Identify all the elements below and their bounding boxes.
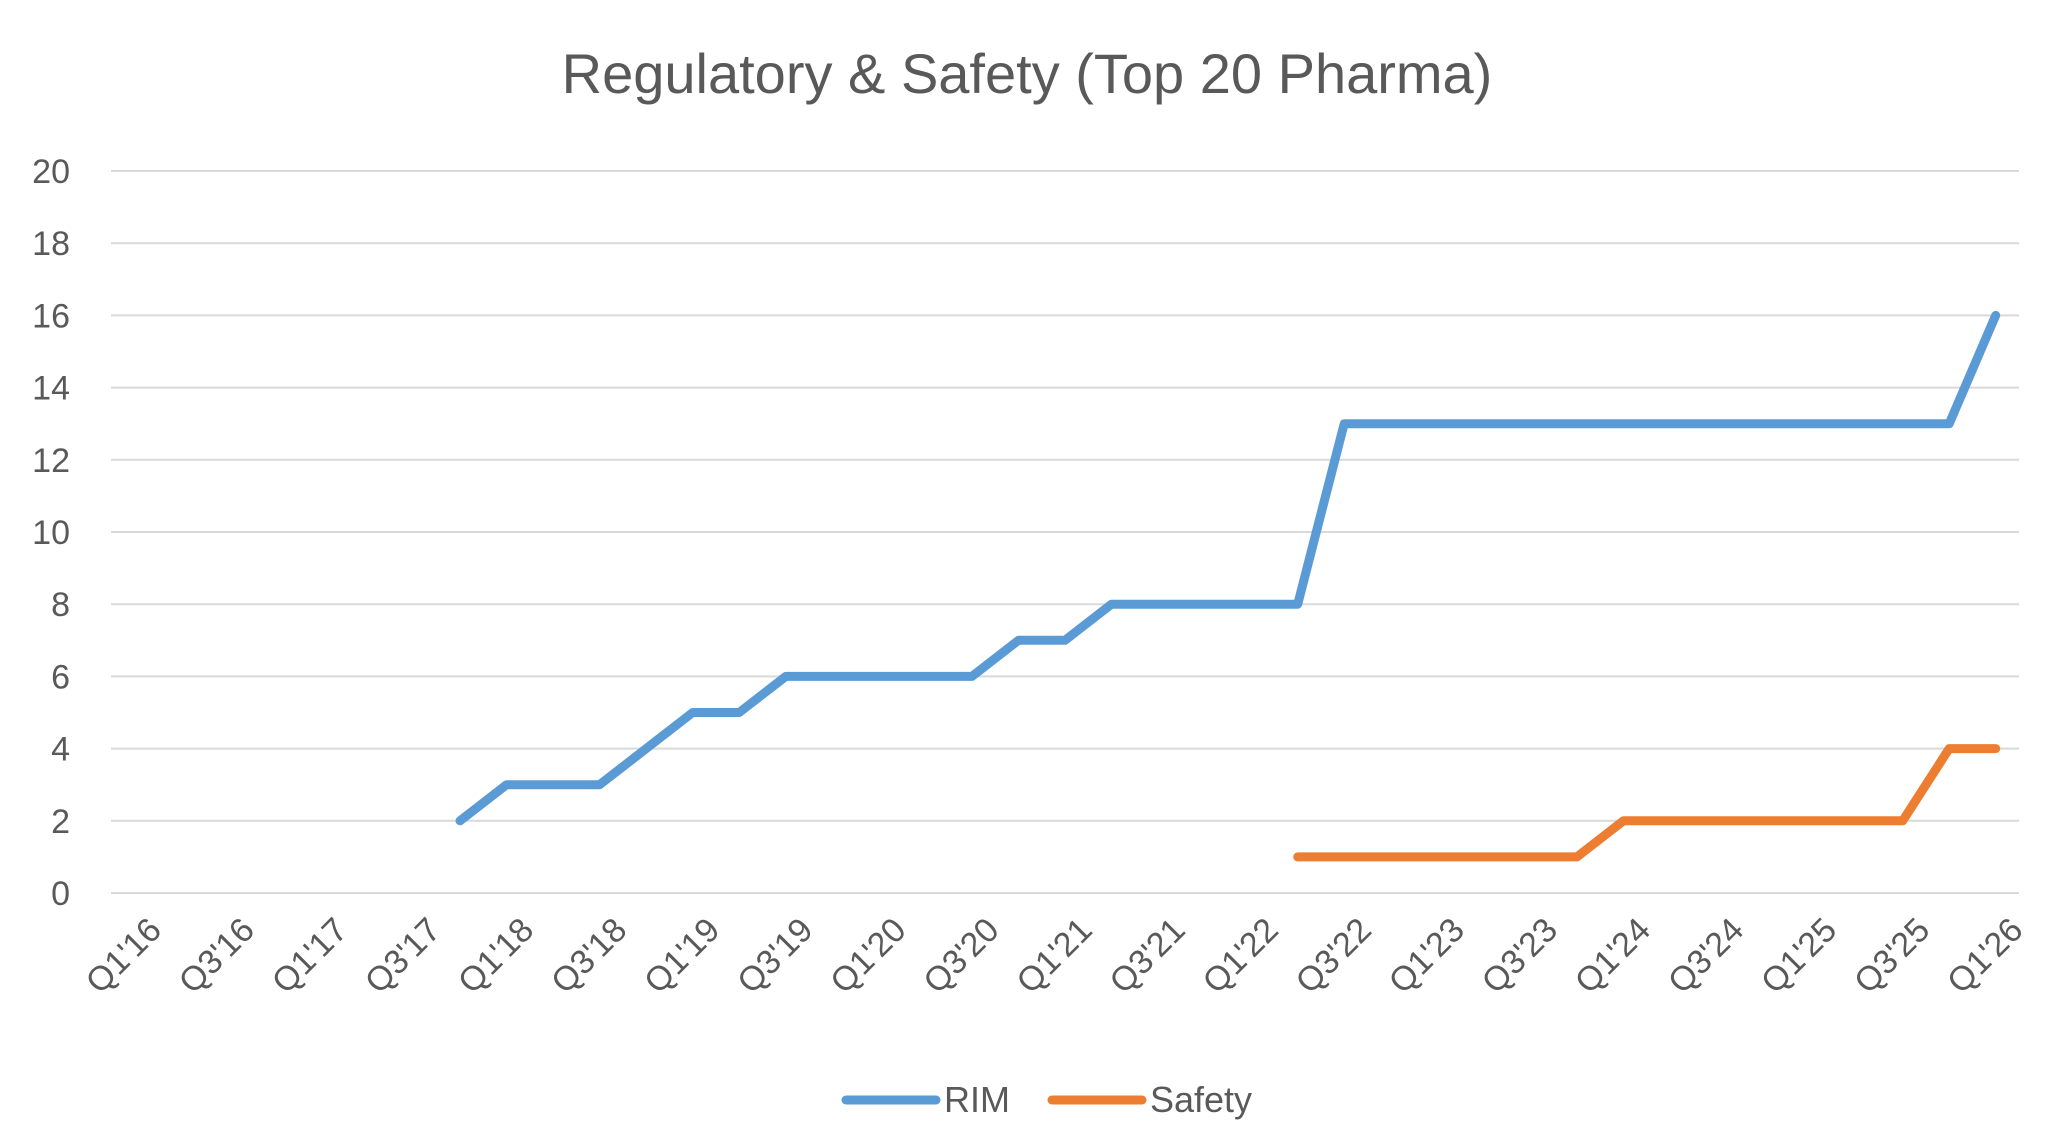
series-line-rim <box>455 310 2001 826</box>
y-tick-label: 18 <box>32 225 70 263</box>
x-tick-label: Q3'21 <box>1102 911 1192 1001</box>
legend: RIM Safety <box>841 1079 1252 1120</box>
y-tick-label: 0 <box>51 875 70 913</box>
x-tick-label: Q1'24 <box>1568 911 1658 1001</box>
y-tick-label: 14 <box>32 370 70 408</box>
x-tick-label: Q1'19 <box>637 911 727 1001</box>
chart-title: Regulatory & Safety (Top 20 Pharma) <box>562 42 1493 105</box>
x-tick-label: Q3'24 <box>1661 911 1751 1001</box>
x-tick-label: Q1'17 <box>265 911 355 1001</box>
legend-label-rim: RIM <box>944 1079 1010 1120</box>
gridlines <box>111 170 2019 894</box>
y-tick-label: 6 <box>51 658 70 696</box>
x-tick-label: Q3'18 <box>544 911 634 1001</box>
x-tick-label: Q1'16 <box>79 911 169 1001</box>
x-axis: Q1'16 Q3'16 Q1'17 Q3'17 Q1'18 Q3'18 Q1'19 Q3'19… <box>79 911 2031 1001</box>
series-line-safety <box>1293 744 2001 862</box>
y-tick-label: 12 <box>32 442 70 480</box>
x-tick-label: Q1'20 <box>823 911 913 1001</box>
x-tick-label: Q1'21 <box>1009 911 1099 1001</box>
y-tick-label: 20 <box>32 153 70 191</box>
y-tick-label: 4 <box>51 731 70 769</box>
y-tick-label: 8 <box>51 586 70 624</box>
x-tick-label: Q3'17 <box>358 911 448 1001</box>
x-tick-label: Q3'20 <box>916 911 1006 1001</box>
x-tick-label: Q3'22 <box>1289 911 1379 1001</box>
x-tick-label: Q1'26 <box>1940 911 2030 1001</box>
x-tick-label: Q3'19 <box>730 911 820 1001</box>
y-axis: 0 2 4 6 8 10 12 14 16 18 20 <box>32 153 70 913</box>
x-tick-label: Q3'16 <box>172 911 262 1001</box>
y-tick-label: 10 <box>32 514 70 552</box>
x-tick-label: Q3'25 <box>1847 911 1937 1001</box>
x-tick-label: Q1'22 <box>1195 911 1285 1001</box>
x-tick-label: Q1'18 <box>451 911 541 1001</box>
series-lines <box>455 310 2001 862</box>
y-tick-label: 2 <box>51 803 70 841</box>
legend-label-safety: Safety <box>1150 1079 1252 1120</box>
x-tick-label: Q1'23 <box>1382 911 1472 1001</box>
x-tick-label: Q1'25 <box>1754 911 1844 1001</box>
x-tick-label: Q3'23 <box>1475 911 1565 1001</box>
y-tick-label: 16 <box>32 297 70 335</box>
